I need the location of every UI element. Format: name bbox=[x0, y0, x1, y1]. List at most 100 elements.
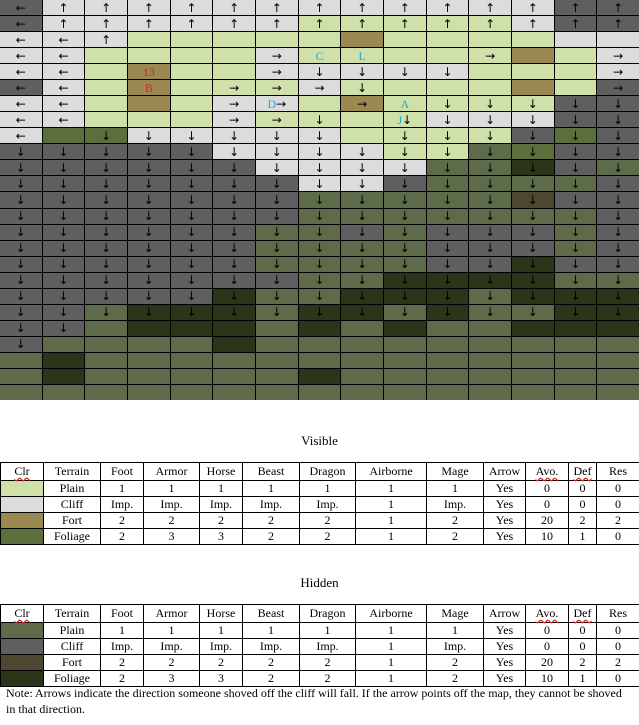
table-cell: Imp. bbox=[242, 496, 300, 513]
table-cell: Imp. bbox=[100, 638, 144, 655]
map-cell-plain-visible: J ↓ bbox=[384, 112, 426, 128]
map-cell-plain-visible: ↓ bbox=[298, 112, 341, 128]
table-cell: 0 bbox=[596, 670, 639, 687]
map-cell-plain-hidden bbox=[341, 352, 383, 368]
map-cell-plain-visible bbox=[554, 48, 597, 64]
arrow-down-icon: ↓ bbox=[613, 144, 624, 159]
arrow-down-icon: ↓ bbox=[570, 176, 581, 191]
arrow-up-icon: ↑ bbox=[314, 16, 325, 31]
table-cell: Imp. bbox=[143, 638, 200, 655]
map-cell-cliff-hidden: ↓ bbox=[0, 256, 42, 272]
map-cell-plain-hidden bbox=[469, 320, 511, 336]
arrow-down-icon: ↓ bbox=[101, 273, 112, 288]
map-cell-plain-hidden: ↓ bbox=[298, 288, 341, 304]
map-cell-plain-hidden bbox=[597, 368, 639, 384]
map-cell-cliff-hidden: ↓ bbox=[0, 176, 42, 192]
map-cell-foliage-hidden: ↓ bbox=[384, 288, 426, 304]
table-cell: Imp. bbox=[143, 496, 200, 513]
arrow-down-icon: ↓ bbox=[485, 257, 496, 272]
map-cell-cliff-hidden: ↓ bbox=[128, 224, 170, 240]
table-cell: 2 bbox=[568, 654, 597, 671]
arrow-right-icon: → bbox=[271, 48, 282, 63]
map-cell-foliage-hidden bbox=[128, 320, 170, 336]
table-cell: Plain bbox=[43, 622, 101, 639]
map-cell-plain-hidden: ↓ bbox=[298, 192, 341, 208]
map-cell-plain-hidden bbox=[128, 352, 170, 368]
terrain-map-grid: ← ↑ ↑ ↑ ↑ ↑ ↑ ↑ ↑ ↑ ↑ ↑ ↑ ↑ ↑ ← ↑ ↑ ↑ ↑ ↑ ↑ ↑ ↑ ↑ ↑ ↑ ↑ ↑ ↑ ← ← ↑ ← ← → C L → →… bbox=[0, 0, 639, 400]
arrow-down-icon: ↓ bbox=[314, 273, 325, 288]
column-header: Mage bbox=[426, 604, 484, 623]
map-cell-plain-hidden bbox=[85, 320, 127, 336]
arrow-down-icon: ↓ bbox=[527, 192, 538, 207]
table-cell: 2 bbox=[143, 512, 200, 529]
arrow-left-icon: ← bbox=[15, 32, 26, 47]
table-cell: Foliage bbox=[43, 528, 101, 545]
table-cell: Imp. bbox=[100, 496, 144, 513]
arrow-up-icon: ↑ bbox=[357, 0, 368, 15]
map-cell-foliage-hidden bbox=[384, 320, 426, 336]
map-cell-plain-visible bbox=[426, 32, 469, 48]
map-cell-cliff-hidden: ↓ bbox=[128, 272, 170, 288]
map-cell-plain-hidden bbox=[512, 368, 554, 384]
arrow-left-icon: ← bbox=[58, 32, 69, 47]
map-cell-plain-visible: ↓ bbox=[426, 128, 469, 144]
arrow-down-icon: ↓ bbox=[442, 209, 453, 224]
map-cell-cliff-hidden: ↓ bbox=[128, 240, 170, 256]
arrow-down-icon: ↓ bbox=[15, 289, 26, 304]
arrow-down-icon: ↓ bbox=[15, 305, 26, 320]
arrow-down-icon: ↓ bbox=[186, 144, 197, 159]
table-cell: 2 bbox=[199, 512, 243, 529]
arrow-up-icon: ↑ bbox=[143, 0, 154, 15]
table-cell: 0 bbox=[596, 480, 639, 497]
map-cell-cliff-hidden: ↓ bbox=[512, 240, 554, 256]
map-cell-plain-visible bbox=[128, 32, 170, 48]
arrow-down-icon: ↓ bbox=[442, 305, 453, 320]
column-header: Def bbox=[568, 462, 597, 481]
arrow-down-icon: ↓ bbox=[314, 241, 325, 256]
map-cell-cliff-hidden: ↓ bbox=[170, 160, 213, 176]
map-cell-foliage-hidden bbox=[42, 368, 85, 384]
map-cell-plain-hidden bbox=[170, 368, 213, 384]
arrow-down-icon: ↓ bbox=[314, 257, 325, 272]
table-cell: 1 bbox=[100, 622, 144, 639]
map-cell-foliage-visible: ↓ bbox=[85, 128, 127, 144]
map-cell-plain-visible: → bbox=[256, 112, 298, 128]
map-cell-cliff-hidden: ↓ bbox=[469, 240, 511, 256]
map-cell-foliage-hidden: ↓ bbox=[512, 256, 554, 272]
arrow-down-icon: ↓ bbox=[143, 273, 154, 288]
map-cell-cliff-visible: ↓ bbox=[298, 176, 341, 192]
map-cell-fort-visible bbox=[512, 80, 554, 96]
arrow-down-icon: ↓ bbox=[143, 176, 154, 191]
map-cell-cliff-visible: ↓ bbox=[213, 144, 255, 160]
arrow-down-icon: ↓ bbox=[229, 209, 240, 224]
arrow-up-icon: ↑ bbox=[271, 16, 282, 31]
arrow-down-icon: ↓ bbox=[399, 144, 410, 159]
column-header: Foot bbox=[100, 462, 144, 481]
map-cell-cliff-hidden: ↓ bbox=[85, 192, 127, 208]
table-cell: 1 bbox=[143, 480, 200, 497]
table-cell: 0 bbox=[596, 528, 639, 545]
map-cell-plain-hidden bbox=[170, 336, 213, 352]
arrow-down-icon: ↓ bbox=[442, 176, 453, 191]
map-cell-plain-visible bbox=[213, 48, 255, 64]
table-cell: Imp. bbox=[299, 638, 356, 655]
map-cell-plain-hidden bbox=[170, 352, 213, 368]
arrow-down-icon: ↓ bbox=[442, 225, 453, 240]
arrow-down-icon: ↓ bbox=[485, 273, 496, 288]
map-cell-cliff-visible: ← bbox=[0, 64, 42, 80]
column-header: Avo. bbox=[525, 604, 569, 623]
column-header: Clr bbox=[0, 604, 44, 623]
arrow-down-icon: ↓ bbox=[101, 225, 112, 240]
arrow-up-icon: ↑ bbox=[570, 0, 581, 15]
arrow-up-icon: ↑ bbox=[442, 0, 453, 15]
map-cell-plain-visible bbox=[170, 112, 213, 128]
arrow-down-icon: ↓ bbox=[399, 192, 410, 207]
map-cell-cliff-hidden: ↓ bbox=[0, 304, 42, 320]
map-cell-plain-hidden: ↓ bbox=[85, 304, 127, 320]
arrow-left-icon: ← bbox=[58, 112, 69, 127]
arrow-down-icon: ↓ bbox=[399, 305, 410, 320]
map-cell-cliff-hidden: ↓ bbox=[85, 160, 127, 176]
arrow-up-icon: ↑ bbox=[613, 0, 624, 15]
arrow-down-icon: ↓ bbox=[314, 128, 325, 143]
table-cell: 2 bbox=[242, 512, 300, 529]
